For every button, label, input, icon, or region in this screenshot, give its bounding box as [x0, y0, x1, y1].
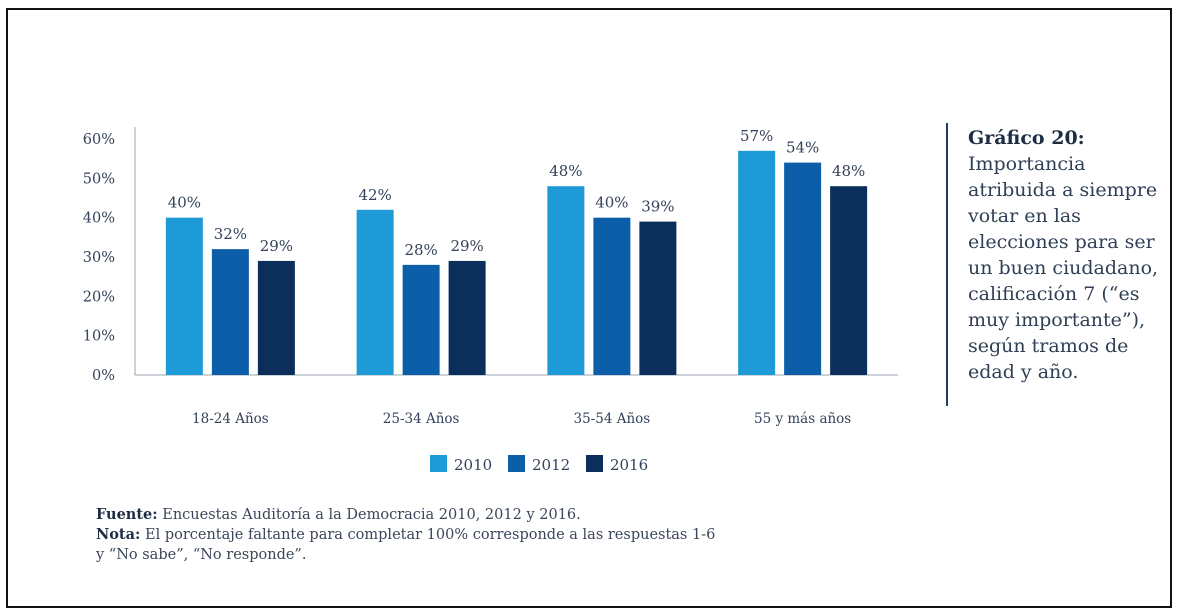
legend-label: 2012 — [532, 456, 570, 474]
bar — [448, 260, 486, 375]
caption-title: Gráfico 20: — [968, 127, 1085, 149]
chart-caption: Gráfico 20: Importancia atribuida a siem… — [946, 123, 1174, 406]
note-line-2: y “No sabe”, “No responde”. — [96, 547, 307, 563]
bar — [639, 221, 677, 375]
bar-chart: 0% 10% 20% 30% 40% 50% 60% 40% 32% 29% 18-24 Años 4… — [83, 127, 898, 474]
y-tick-label: 20% — [83, 289, 115, 305]
bar-value-label: 48% — [832, 162, 865, 180]
bar — [547, 186, 585, 375]
y-tick-label: 40% — [83, 211, 115, 227]
bar-value-label: 40% — [595, 194, 628, 212]
source-text: Encuestas Auditoría a la Democracia 2010… — [157, 507, 581, 523]
caption-text: Importancia atribuida a siempre votar en… — [968, 153, 1159, 383]
bar — [165, 217, 203, 375]
source-label: Fuente: — [96, 506, 158, 523]
bar — [784, 162, 822, 375]
note-label: Nota: — [96, 526, 141, 543]
y-tick-label: 10% — [83, 329, 115, 345]
bar-value-label: 28% — [404, 241, 437, 259]
bar — [402, 264, 440, 375]
bar — [738, 150, 776, 375]
bar-value-label: 39% — [641, 198, 674, 216]
y-tick-label: 30% — [83, 250, 115, 266]
bar-value-label: 42% — [358, 186, 391, 204]
note-text: El porcentaje faltante para completar 10… — [140, 527, 716, 543]
x-tick-label: 35-54 Años — [574, 411, 651, 427]
legend-swatch — [430, 455, 447, 472]
x-tick-label: 25-34 Años — [383, 411, 460, 427]
bar — [257, 260, 295, 375]
bar-value-label: 29% — [450, 237, 483, 255]
source-line: Fuente: Encuestas Auditoría a la Democra… — [96, 505, 715, 525]
bar-value-label: 32% — [214, 225, 247, 243]
x-tick-label: 18-24 Años — [192, 411, 269, 427]
y-tick-label: 0% — [92, 368, 115, 384]
legend-label: 2010 — [454, 456, 492, 474]
legend-label: 2016 — [610, 456, 648, 474]
bar — [593, 217, 631, 375]
y-tick-label: 50% — [83, 171, 115, 187]
chart-footer: Fuente: Encuestas Auditoría a la Democra… — [96, 505, 715, 565]
bar-value-label: 40% — [168, 194, 201, 212]
legend-swatch — [508, 455, 525, 472]
x-tick-label: 55 y más años — [754, 411, 851, 427]
legend-swatch — [586, 455, 603, 472]
bar-value-label: 48% — [549, 162, 582, 180]
bar — [830, 186, 868, 375]
bar-value-label: 57% — [740, 127, 773, 145]
note-line: Nota: El porcentaje faltante para comple… — [96, 525, 715, 545]
y-tick-label: 60% — [83, 132, 115, 148]
bar — [356, 209, 394, 375]
bar-value-label: 54% — [786, 139, 819, 157]
bar-value-label: 29% — [260, 237, 293, 255]
bar — [211, 249, 249, 375]
